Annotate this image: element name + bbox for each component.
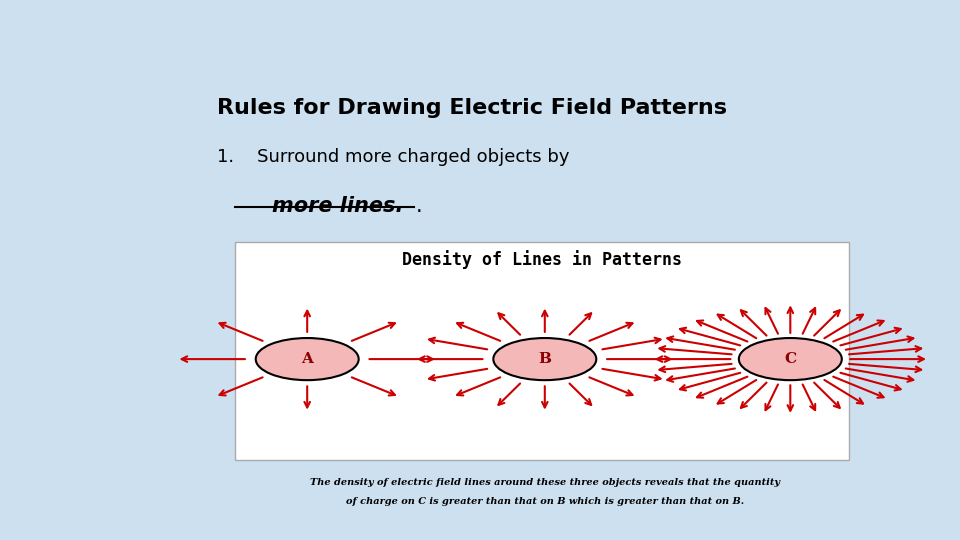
Text: Rules for Drawing Electric Field Patterns: Rules for Drawing Electric Field Pattern…	[217, 98, 727, 118]
Ellipse shape	[493, 338, 596, 380]
Text: B: B	[539, 352, 551, 366]
Text: The density of electric field lines around these three objects reveals that the : The density of electric field lines arou…	[310, 478, 780, 487]
Text: .: .	[416, 196, 422, 216]
Text: of charge on C is greater than that on B which is greater than that on B.: of charge on C is greater than that on B…	[346, 497, 744, 506]
Ellipse shape	[739, 338, 842, 380]
Text: 1.    Surround more charged objects by: 1. Surround more charged objects by	[217, 148, 569, 166]
Text: more lines.: more lines.	[243, 196, 403, 216]
Text: Density of Lines in Patterns: Density of Lines in Patterns	[402, 250, 682, 269]
Text: C: C	[784, 352, 797, 366]
Text: A: A	[301, 352, 313, 366]
FancyBboxPatch shape	[235, 241, 849, 460]
Ellipse shape	[255, 338, 359, 380]
